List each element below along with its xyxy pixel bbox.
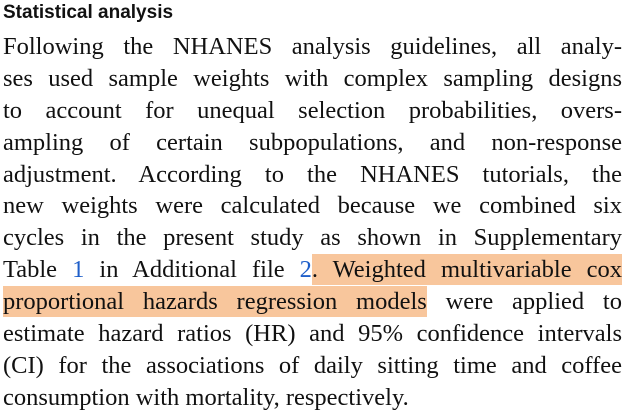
text-line: consumption with mortality, respectively… [3,382,622,411]
text-line: proportional hazards regression models w… [3,286,622,318]
text: in Additional file [84,256,300,284]
text-line: adjustment. According to the NHANES tuto… [3,159,622,191]
link[interactable]: 1 [72,256,85,284]
highlighted-text: proportional hazards regression models [3,286,427,318]
link[interactable]: 2 [299,256,312,284]
text: cycles in the present study as shown in … [3,224,622,252]
text: adjustment. According to the NHANES tuto… [3,160,622,188]
paragraph: Following the NHANES analysis guidelines… [3,31,622,411]
text-line: Table 1 in Additional file 2. Weighted m… [3,254,622,286]
text: ampling of certain subpopulations, and n… [3,128,622,156]
text: new weights were calculated because we c… [3,192,622,220]
text-line: cycles in the present study as shown in … [3,222,622,254]
text-line: to account for unequal selection probabi… [3,95,622,127]
text: Following the NHANES analysis guidelines… [3,33,622,60]
text: Table [3,256,73,284]
text-line: ampling of certain subpopulations, and n… [3,127,622,159]
highlighted-text: . Weighted multivariable cox [311,254,622,286]
text: to account for unequal selection probabi… [3,96,622,124]
section-heading: Statistical analysis [3,2,174,23]
text-line: new weights were calculated because we c… [3,190,622,222]
text-line: estimate hazard ratios (HR) and 95% conf… [3,318,622,350]
text: were applied to [426,288,622,316]
text: consumption with mortality, respectively… [3,383,409,411]
text: estimate hazard ratios (HR) and 95% conf… [3,320,622,348]
text: (CI) for the associations of daily sitti… [3,351,622,379]
text-line: (CI) for the associations of daily sitti… [3,350,622,382]
text: ses used sample weights with complex sam… [3,64,622,92]
text-line: ses used sample weights with complex sam… [3,63,622,95]
text-line: Following the NHANES analysis guidelines… [3,31,622,63]
